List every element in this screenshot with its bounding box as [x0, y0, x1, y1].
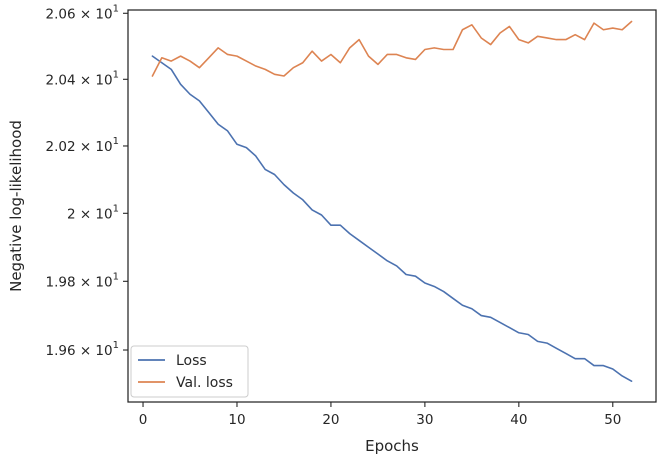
x-tick-label: 0 — [139, 412, 148, 428]
x-axis-label: Epochs — [365, 437, 419, 455]
series-layer — [151, 20, 633, 382]
x-tick-label: 40 — [510, 412, 527, 428]
legend-box — [130, 345, 249, 398]
x-tick-label: 30 — [416, 412, 433, 428]
y-axis-label: Negative log-likelihood — [7, 120, 25, 292]
x-axis: 0 10 20 30 40 50 — [139, 402, 621, 428]
y-tick-label: 2.04 × 101 — [45, 69, 119, 88]
y-tick-label: 2 × 101 — [67, 203, 119, 222]
y-tick-label: 1.98 × 101 — [45, 271, 119, 290]
legend: Loss Val. loss — [130, 345, 249, 398]
y-axis: 1.96 × 101 1.98 × 101 2 × 101 2.02 × 101 2.0… — [45, 3, 128, 359]
x-tick-label: 20 — [322, 412, 339, 428]
x-tick-label: 50 — [604, 412, 621, 428]
plot-frame — [127, 9, 657, 403]
legend-label: Loss — [176, 353, 207, 369]
series-line-val-loss — [151, 20, 633, 77]
y-tick-label: 1.96 × 101 — [45, 340, 119, 359]
y-tick-label: 2.06 × 101 — [45, 3, 119, 22]
x-tick-label: 10 — [228, 412, 245, 428]
y-tick-label: 2.02 × 101 — [45, 136, 119, 155]
legend-label: Val. loss — [176, 375, 233, 391]
series-line-loss — [151, 55, 633, 382]
